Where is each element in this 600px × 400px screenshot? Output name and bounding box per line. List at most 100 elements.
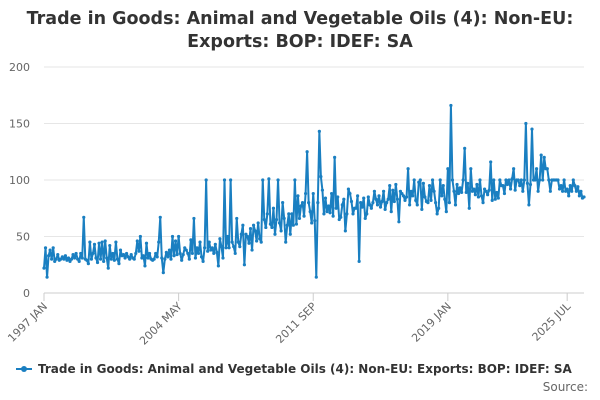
data-point — [111, 251, 115, 256]
data-point — [486, 193, 490, 197]
data-point — [300, 201, 305, 205]
data-point — [54, 257, 58, 261]
data-point — [386, 197, 390, 201]
data-point — [360, 205, 364, 209]
data-point — [349, 199, 354, 204]
data-point — [524, 121, 528, 126]
data-point — [522, 178, 526, 182]
data-point — [79, 251, 83, 256]
data-point — [154, 251, 158, 256]
data-point — [404, 195, 409, 199]
data-point — [267, 177, 271, 181]
data-point — [82, 215, 86, 219]
x-tick-label: 1997 JAN — [5, 300, 50, 345]
data-point — [420, 207, 424, 211]
data-point — [238, 245, 242, 249]
data-point — [427, 184, 432, 188]
data-point — [261, 178, 265, 182]
data-point — [279, 229, 283, 233]
data-point — [473, 193, 477, 197]
data-point — [137, 249, 141, 253]
data-point — [452, 189, 456, 193]
data-point — [545, 167, 549, 171]
data-point — [475, 182, 479, 187]
data-point — [375, 203, 380, 207]
data-point — [484, 189, 488, 193]
data-point — [244, 232, 248, 236]
data-point — [89, 257, 94, 261]
x-tick-label: 2025 JUL — [530, 299, 574, 343]
data-point — [273, 232, 277, 236]
x-tick-label: 2004 MAY — [137, 300, 185, 348]
data-point — [230, 240, 234, 244]
data-point — [155, 255, 159, 259]
data-point — [242, 263, 246, 267]
data-point — [184, 248, 188, 252]
data-point — [577, 194, 582, 198]
data-point — [173, 239, 178, 243]
legend[interactable]: Trade in Goods: Animal and Vegetable Oil… — [16, 362, 572, 376]
y-tick-label: 50 — [16, 231, 30, 244]
data-point — [354, 206, 358, 210]
data-point — [270, 225, 274, 230]
data-point — [382, 189, 386, 193]
data-point — [446, 167, 450, 171]
data-point — [441, 184, 445, 188]
data-point — [582, 195, 586, 199]
data-point — [447, 201, 451, 205]
data-point — [181, 252, 185, 257]
data-point — [195, 246, 199, 250]
data-point — [276, 178, 280, 182]
data-point — [253, 229, 257, 233]
data-point — [43, 246, 48, 250]
data-point — [567, 194, 571, 198]
data-point — [108, 243, 112, 248]
data-point — [258, 237, 262, 241]
data-point — [542, 155, 546, 159]
data-point — [143, 264, 147, 268]
data-point — [183, 246, 187, 250]
data-point — [385, 201, 389, 205]
data-point — [128, 257, 132, 261]
data-point — [345, 212, 349, 216]
x-tick-label: 2019 JAN — [409, 300, 454, 345]
data-point — [163, 257, 167, 261]
data-point — [470, 189, 474, 193]
data-point — [245, 234, 250, 239]
data-point — [144, 241, 149, 245]
y-tick-label: 150 — [9, 118, 30, 131]
data-point — [169, 257, 173, 261]
data-point — [109, 257, 113, 261]
chart-title: Trade in Goods: Animal and Vegetable Oil… — [0, 8, 600, 54]
data-point — [340, 203, 344, 207]
data-point — [388, 184, 392, 188]
data-point — [282, 216, 286, 221]
data-point — [265, 212, 269, 216]
data-point — [533, 178, 537, 182]
data-point — [307, 201, 311, 205]
data-point — [438, 178, 442, 182]
data-point — [528, 182, 533, 187]
data-point — [397, 220, 401, 224]
data-point — [444, 210, 448, 214]
data-point — [449, 103, 453, 108]
data-point — [45, 275, 49, 279]
data-point — [489, 160, 493, 164]
data-point — [320, 188, 325, 192]
data-point — [53, 259, 57, 263]
data-point — [504, 178, 508, 182]
data-point — [284, 240, 288, 244]
data-point — [94, 256, 98, 260]
data-point — [501, 184, 505, 188]
data-point — [505, 182, 510, 187]
data-point — [311, 191, 315, 196]
data-point — [213, 242, 217, 247]
data-point — [525, 181, 530, 185]
data-point — [450, 178, 455, 182]
data-point — [236, 240, 240, 244]
data-point — [86, 262, 90, 266]
data-point — [209, 248, 213, 252]
source-link[interactable]: Source: — [542, 380, 588, 394]
data-point — [277, 221, 282, 225]
data-point — [203, 246, 207, 250]
